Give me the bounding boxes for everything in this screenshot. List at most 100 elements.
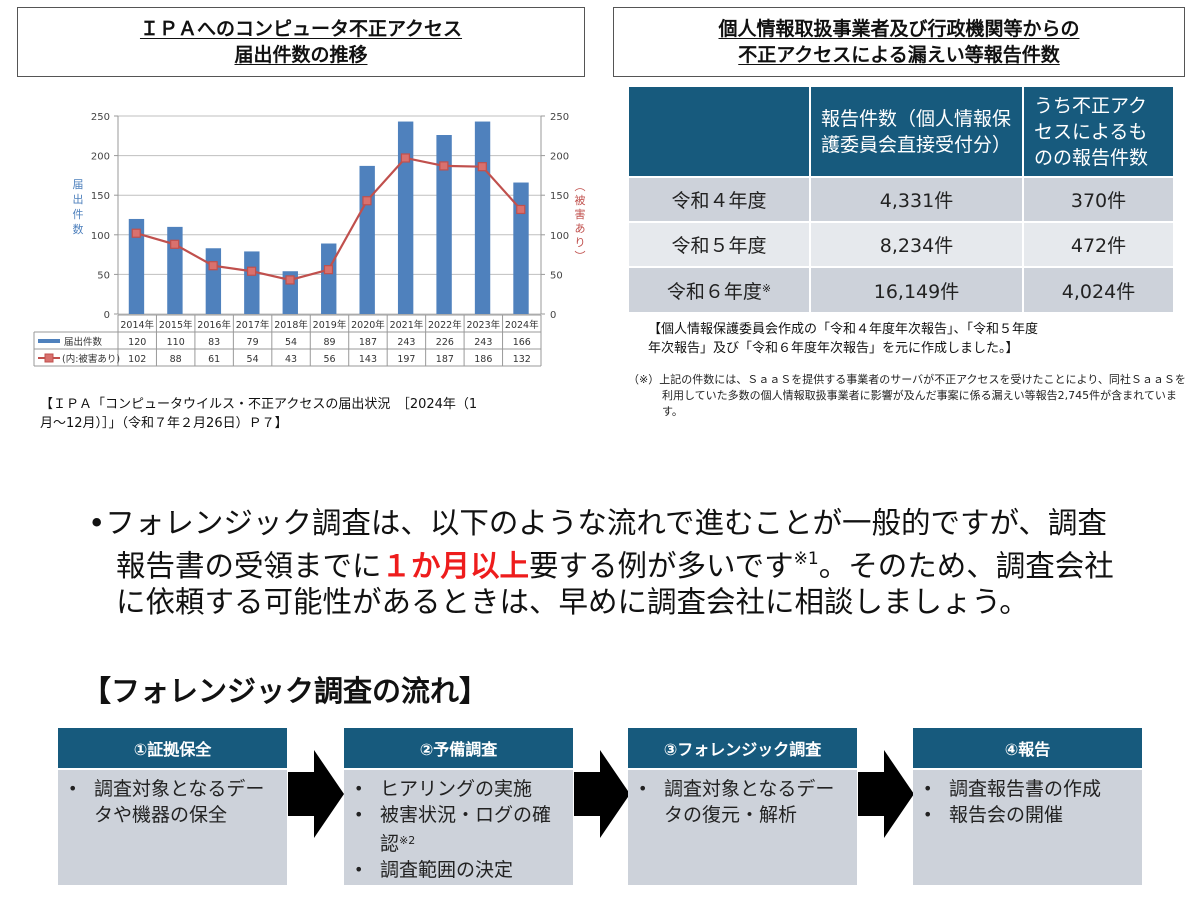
step-item-text: 被害状況・ログの確認: [380, 804, 552, 855]
svg-text:出: 出: [73, 192, 84, 206]
ppc-source-line1: 【個人情報保護委員会作成の「令和４年度年次報告」、「令和５年度: [648, 322, 1039, 337]
table-row: 令和４年度 4,331件 370件: [629, 176, 1173, 222]
step-item: ヒアリングの実施: [352, 776, 565, 802]
year-label: 令和４年度: [671, 190, 767, 212]
svg-text:187: 187: [436, 354, 454, 365]
footnote-ref-2: ※2: [399, 834, 416, 847]
svg-text:50: 50: [97, 270, 110, 281]
step-item: 調査範囲の決定: [352, 857, 565, 883]
ipa-chart-title-line2: 届出件数の推移: [234, 44, 368, 66]
svg-text:0: 0: [104, 310, 110, 321]
svg-text:(内:被害あり): (内:被害あり): [62, 353, 120, 365]
step-item: 被害状況・ログの確認※2: [352, 802, 565, 857]
svg-text:被: 被: [575, 194, 586, 207]
step-item-text: ヒアリングの実施: [380, 778, 533, 800]
year-cell: 令和６年度※: [629, 266, 811, 312]
svg-text:100: 100: [91, 231, 110, 242]
svg-text:0: 0: [550, 310, 556, 321]
svg-text:150: 150: [550, 191, 569, 202]
para-highlight: １か月以上: [381, 549, 530, 583]
svg-text:50: 50: [550, 270, 563, 281]
leak-report-title: 個人情報取扱事業者及び行政機関等からの 不正アクセスによる漏えい等報告件数: [613, 7, 1185, 77]
svg-text:83: 83: [208, 337, 220, 348]
step-body: 調査報告書の作成 報告会の開催: [913, 770, 1142, 885]
svg-text:あ: あ: [575, 222, 586, 235]
ipa-source-line1: 【ＩＰＡ「コンピュータウイルス・不正アクセスの届出状況 ［2024年（1: [40, 397, 478, 412]
step-title: ③フォレンジック調査: [628, 728, 857, 768]
ipa-chart-title-line1: ＩＰＡへのコンピュータ不正アクセス: [139, 18, 463, 40]
footnote-ref-1: ※1: [793, 549, 819, 569]
step-body: 調査対象となるデータや機器の保全: [58, 770, 287, 885]
svg-text:166: 166: [513, 337, 531, 348]
svg-text:届: 届: [73, 178, 84, 191]
svg-text:226: 226: [436, 337, 454, 348]
svg-text:数: 数: [73, 223, 84, 236]
step-item-text: 調査対象となるデータの復元・解析: [664, 778, 835, 826]
para-text-2: 要する例が多いです: [529, 549, 794, 583]
svg-text:120: 120: [128, 337, 146, 348]
chart-canvas: 0 0 50 50 100 100 150 150 200 200 250 250 届出件数 ︵被害あり︶…: [33, 112, 586, 367]
svg-text:︵: ︵: [575, 180, 586, 193]
step-item: 調査報告書の作成: [921, 776, 1134, 802]
svg-text:2023年: 2023年: [466, 319, 500, 331]
svg-text:2018年: 2018年: [274, 319, 308, 331]
unauthorized-cell: 370件: [1023, 176, 1173, 222]
arrow-right-icon: [288, 750, 344, 838]
year-label: 令和６年度: [666, 280, 762, 303]
svg-text:2016年: 2016年: [197, 319, 231, 331]
svg-text:2015年: 2015年: [159, 319, 193, 331]
note-mark: ※: [761, 281, 772, 295]
flow-step-report: ④報告 調査報告書の作成 報告会の開催: [913, 728, 1142, 885]
bullet-icon: •: [88, 506, 106, 540]
svg-text:件: 件: [73, 208, 84, 221]
svg-text:害: 害: [575, 207, 586, 221]
ipa-source-citation: 【ＩＰＡ「コンピュータウイルス・不正アクセスの届出状況 ［2024年（1 月～1…: [40, 395, 580, 433]
step-item-text: 調査報告書の作成: [949, 778, 1102, 800]
svg-text:43: 43: [285, 354, 297, 365]
arrow-right-icon: [574, 750, 630, 838]
step-body: 調査対象となるデータの復元・解析: [628, 770, 857, 885]
svg-text:187: 187: [359, 337, 377, 348]
svg-text:243: 243: [397, 337, 415, 348]
year-cell: 令和４年度: [629, 176, 811, 222]
svg-text:243: 243: [474, 337, 492, 348]
header-total-reports: 報告件数（個人情報保護委員会直接受付分）: [810, 87, 1024, 177]
step-item: 報告会の開催: [921, 802, 1134, 828]
svg-text:79: 79: [247, 337, 259, 348]
total-cell: 16,149件: [810, 266, 1024, 312]
svg-text:250: 250: [550, 112, 569, 123]
total-cell: 8,234件: [810, 221, 1024, 267]
flow-step-evidence-preservation: ①証拠保全 調査対象となるデータや機器の保全: [58, 728, 287, 885]
ipa-chart-title: ＩＰＡへのコンピュータ不正アクセス 届出件数の推移: [17, 7, 585, 77]
svg-text:200: 200: [550, 152, 569, 163]
step-item-text: 調査対象となるデータや機器の保全: [94, 778, 265, 826]
svg-text:2021年: 2021年: [390, 319, 424, 331]
step-item: 調査対象となるデータや機器の保全: [66, 776, 279, 828]
flow-step-preliminary-investigation: ②予備調査 ヒアリングの実施 被害状況・ログの確認※2 調査範囲の決定: [344, 728, 573, 885]
svg-text:88: 88: [170, 354, 182, 365]
step-item: 調査対象となるデータの復元・解析: [636, 776, 849, 828]
svg-text:︶: ︶: [575, 250, 586, 263]
svg-text:56: 56: [323, 354, 335, 365]
svg-text:2019年: 2019年: [313, 319, 347, 331]
ppc-source-line2: 年次報告」及び「令和６年度年次報告」を元に作成しました。】: [648, 341, 1019, 356]
para-text-3: 。そのため、調査会社に依頼する可能性があるときは、早めに調査会社に相談しましょう…: [116, 549, 1114, 619]
header-empty: [629, 87, 811, 177]
svg-text:2024年: 2024年: [505, 319, 539, 331]
total-cell: 4,331件: [810, 176, 1024, 222]
year-label: 令和５年度: [671, 235, 767, 257]
flow-step-forensic-investigation: ③フォレンジック調査 調査対象となるデータの復元・解析: [628, 728, 857, 885]
para-text-1: フォレンジック調査は、以下のような流れで進むことが一般的ですが、調査報告書の受領…: [105, 506, 1107, 583]
svg-text:197: 197: [397, 354, 415, 365]
svg-text:250: 250: [91, 112, 110, 123]
forensic-timeline-paragraph: •フォレンジック調査は、以下のような流れで進むことが一般的ですが、調査報告書の受…: [88, 505, 1128, 620]
step-body: ヒアリングの実施 被害状況・ログの確認※2 調査範囲の決定: [344, 770, 573, 885]
unauthorized-cell: 472件: [1023, 221, 1173, 267]
table-row: 令和６年度※ 16,149件 4,024件: [629, 266, 1173, 312]
step-title: ④報告: [913, 728, 1142, 768]
svg-text:100: 100: [550, 231, 569, 242]
svg-text:2022年: 2022年: [428, 319, 462, 331]
ppc-source-citation: 【個人情報保護委員会作成の「令和４年度年次報告」、「令和５年度 年次報告」及び「…: [648, 320, 1188, 358]
svg-text:186: 186: [474, 354, 492, 365]
svg-text:102: 102: [128, 354, 146, 365]
